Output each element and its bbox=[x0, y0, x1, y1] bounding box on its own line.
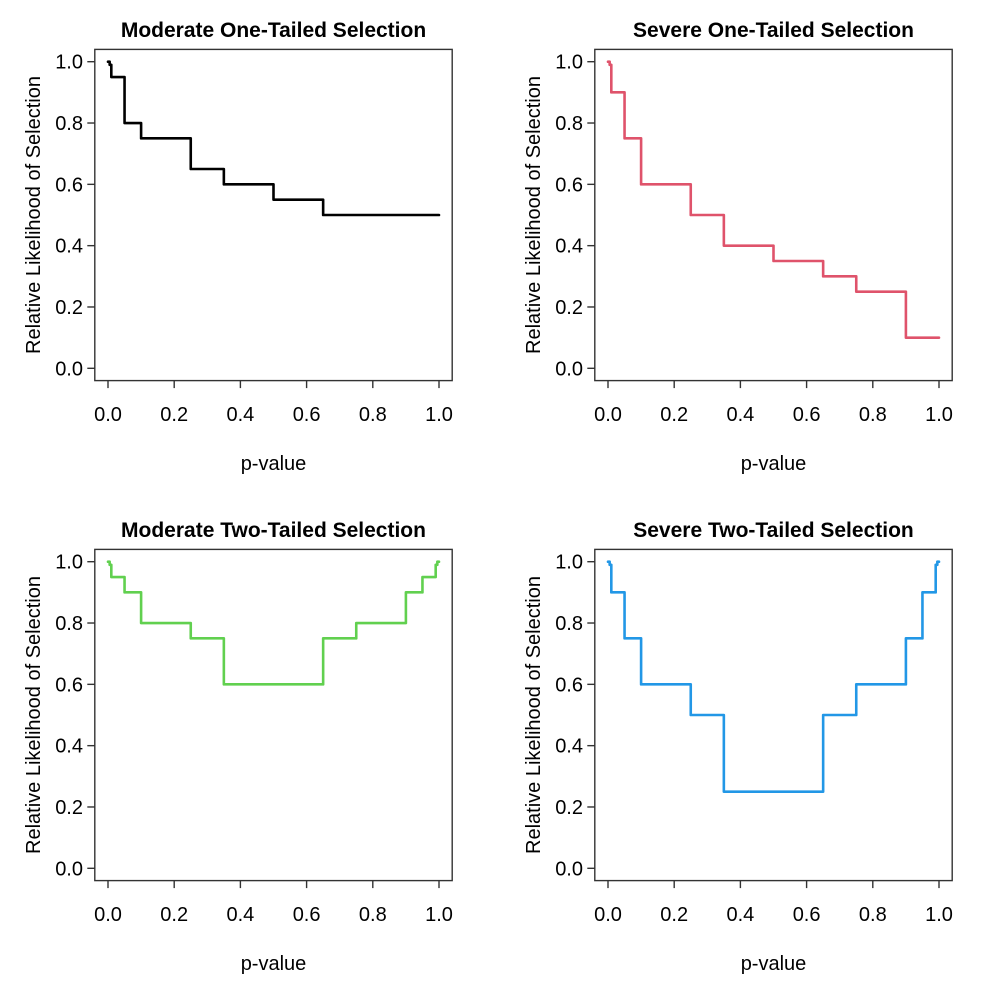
x-tick-label: 0.4 bbox=[726, 904, 754, 926]
panel-severe-one-tailed: 0.0 0.2 0.4 0.6 0.8 1.0 0.0 0.2 0.4 0.6 0.8 1.0 Seve… bbox=[500, 0, 1000, 500]
y-tick-label: 0.2 bbox=[555, 797, 583, 819]
x-tick-label: 0.2 bbox=[160, 404, 188, 426]
y-axis-title: Relative Likelihood of Selection bbox=[523, 76, 545, 354]
y-tick-label: 0.8 bbox=[55, 113, 83, 135]
y-tick-label: 0.2 bbox=[55, 297, 83, 319]
y-axis-title: Relative Likelihood of Selection bbox=[23, 576, 45, 854]
x-tick-label: 1.0 bbox=[925, 404, 953, 426]
x-tick-label: 0.8 bbox=[359, 904, 387, 926]
x-tick-label: 1.0 bbox=[425, 404, 453, 426]
x-tick-label: 0.6 bbox=[293, 904, 321, 926]
chart-svg: 0.0 0.2 0.4 0.6 0.8 1.0 0.0 0.2 0.4 0.6 0.8 1.0 Seve… bbox=[523, 19, 953, 475]
x-tick-label: 1.0 bbox=[425, 904, 453, 926]
y-tick-label: 0.6 bbox=[555, 174, 583, 196]
y-tick-label: 0.4 bbox=[55, 736, 83, 758]
panel-title: Severe One-Tailed Selection bbox=[633, 19, 914, 42]
y-tick-label: 0.0 bbox=[555, 858, 583, 880]
x-tick-label: 0.2 bbox=[660, 904, 688, 926]
x-tick-label: 0.0 bbox=[94, 404, 122, 426]
y-tick-label: 0.6 bbox=[55, 174, 83, 196]
x-tick-label: 0.4 bbox=[726, 404, 754, 426]
step-line bbox=[106, 60, 441, 217]
x-tick-label: 0.8 bbox=[859, 404, 887, 426]
x-tick-label: 0.2 bbox=[660, 404, 688, 426]
chart-svg: 0.0 0.2 0.4 0.6 0.8 1.0 0.0 0.2 0.4 0.6 0.8 1.0 Seve… bbox=[523, 519, 953, 975]
chart-svg: 0.0 0.2 0.4 0.6 0.8 1.0 0.0 0.2 0.4 0.6 0.8 1.0 Mode… bbox=[23, 519, 453, 975]
x-tick-label: 0.0 bbox=[594, 904, 622, 926]
y-tick-label: 0.4 bbox=[555, 236, 583, 258]
x-tick-label: 1.0 bbox=[925, 904, 953, 926]
y-tick-label: 0.6 bbox=[555, 674, 583, 696]
step-line bbox=[606, 60, 941, 339]
y-tick-label: 0.8 bbox=[555, 613, 583, 635]
x-tick-label: 0.8 bbox=[359, 404, 387, 426]
x-tick-label: 0.6 bbox=[793, 404, 821, 426]
y-tick-label: 1.0 bbox=[55, 52, 83, 74]
x-tick-label: 0.4 bbox=[226, 904, 254, 926]
y-tick-label: 0.2 bbox=[55, 797, 83, 819]
x-tick-label: 0.0 bbox=[594, 404, 622, 426]
y-tick-label: 1.0 bbox=[555, 52, 583, 74]
panel-title: Moderate Two-Tailed Selection bbox=[121, 519, 426, 542]
x-tick-label: 0.6 bbox=[293, 404, 321, 426]
x-axis-title: p-value bbox=[741, 953, 807, 975]
panel-moderate-one-tailed: 0.0 0.2 0.4 0.6 0.8 1.0 0.0 0.2 0.4 0.6 0.8 1.0 Mode… bbox=[0, 0, 500, 500]
x-tick-label: 0.6 bbox=[793, 904, 821, 926]
y-tick-label: 0.4 bbox=[555, 736, 583, 758]
y-tick-label: 0.2 bbox=[555, 297, 583, 319]
plot-box bbox=[94, 548, 453, 882]
x-axis-title: p-value bbox=[741, 453, 807, 475]
panel-title: Severe Two-Tailed Selection bbox=[633, 519, 913, 542]
y-tick-label: 0.4 bbox=[55, 236, 83, 258]
y-tick-label: 1.0 bbox=[555, 552, 583, 574]
plot-box bbox=[594, 48, 953, 382]
x-axis-title: p-value bbox=[241, 953, 307, 975]
x-axis-title: p-value bbox=[241, 453, 307, 475]
y-tick-label: 0.0 bbox=[55, 358, 83, 380]
step-line bbox=[606, 560, 941, 793]
y-tick-label: 0.6 bbox=[55, 674, 83, 696]
x-tick-label: 0.8 bbox=[859, 904, 887, 926]
panel-severe-two-tailed: 0.0 0.2 0.4 0.6 0.8 1.0 0.0 0.2 0.4 0.6 0.8 1.0 Seve… bbox=[500, 500, 1000, 1000]
x-tick-label: 0.2 bbox=[160, 904, 188, 926]
step-line bbox=[106, 560, 441, 686]
y-tick-label: 0.8 bbox=[555, 113, 583, 135]
panel-moderate-two-tailed: 0.0 0.2 0.4 0.6 0.8 1.0 0.0 0.2 0.4 0.6 0.8 1.0 Mode… bbox=[0, 500, 500, 1000]
y-tick-label: 0.8 bbox=[55, 613, 83, 635]
panel-title: Moderate One-Tailed Selection bbox=[121, 19, 426, 42]
y-axis-title: Relative Likelihood of Selection bbox=[523, 576, 545, 854]
y-axis-title: Relative Likelihood of Selection bbox=[23, 76, 45, 354]
x-tick-label: 0.0 bbox=[94, 904, 122, 926]
plot-box bbox=[594, 548, 953, 882]
y-tick-label: 1.0 bbox=[55, 552, 83, 574]
x-tick-label: 0.4 bbox=[226, 404, 254, 426]
y-tick-label: 0.0 bbox=[555, 358, 583, 380]
chart-svg: 0.0 0.2 0.4 0.6 0.8 1.0 0.0 0.2 0.4 0.6 0.8 1.0 Mode… bbox=[23, 19, 453, 475]
y-tick-label: 0.0 bbox=[55, 858, 83, 880]
plot-box bbox=[94, 48, 453, 382]
